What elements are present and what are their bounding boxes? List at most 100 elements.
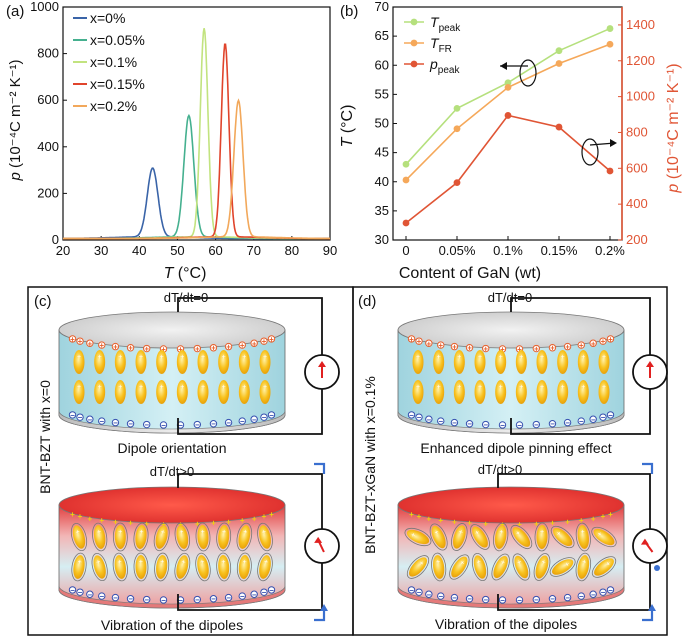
dipole: +: [112, 552, 128, 582]
charge-symbol: −: [417, 413, 422, 422]
charge-symbol: +: [128, 344, 133, 353]
charge-ring: [515, 421, 524, 429]
data-point: [402, 160, 410, 168]
dipole: +: [156, 350, 168, 374]
dipole: +: [135, 380, 147, 404]
dipole: +: [112, 522, 128, 552]
dipole-plus: +: [561, 354, 565, 361]
charge-symbol: +: [99, 341, 104, 350]
dipole: +: [433, 350, 445, 374]
dipole-body: [176, 555, 189, 579]
panel-d-frame: [352, 286, 668, 636]
charge-symbol: −: [591, 590, 596, 599]
dipole-shadow: [112, 552, 128, 582]
charge-ring: [548, 420, 557, 428]
legend-label: TFR: [430, 35, 452, 55]
dipole-body: [259, 525, 271, 549]
charge-ring: [98, 417, 106, 425]
charge-symbol: +: [252, 339, 257, 348]
dipole-shadow: [534, 522, 550, 552]
dipole-body: [431, 525, 446, 549]
dipole-plus: +: [581, 384, 585, 391]
panel-b-xlabel: Content of GaN (wt): [399, 265, 541, 282]
dipole-plus: +: [242, 384, 246, 391]
charge-ring: [415, 413, 423, 421]
dipole: +: [515, 350, 527, 374]
dipole-body: [218, 555, 230, 579]
charge-symbol: −: [591, 415, 596, 424]
charge-symbol: −: [269, 411, 274, 420]
dipole-shadow: [491, 553, 510, 581]
charge-symbol: +: [565, 518, 570, 527]
dipole-plus: +: [562, 561, 570, 568]
charge-symbol: −: [565, 419, 570, 428]
dipole-body: [412, 380, 424, 404]
dipole-body: [495, 380, 507, 404]
charge-symbol: +: [240, 341, 245, 350]
dipole: +: [406, 555, 430, 579]
dipole-shadow: [406, 555, 430, 579]
dipole-body: [156, 350, 168, 374]
charge-ring: [68, 335, 77, 343]
dipole: +: [257, 552, 273, 582]
y-right-tick-label: 200: [626, 232, 648, 247]
panel-d-side-label: BNT-BZT-xGaN with x=0.1%: [362, 376, 378, 554]
right-axis-arrow-head: [610, 139, 617, 147]
charge-ring: [250, 590, 258, 598]
charge-symbol: +: [500, 345, 505, 354]
dipole-plus: +: [98, 384, 102, 391]
charge-ring: [193, 595, 202, 604]
charge-ring: [267, 335, 276, 343]
charge-symbol: −: [161, 596, 166, 605]
legend-marker: [410, 39, 418, 47]
charge-symbol: −: [550, 420, 555, 429]
charge-ring: [577, 341, 585, 349]
charge-symbol: −: [178, 596, 183, 605]
dipole-body: [259, 380, 271, 404]
charge-symbol: +: [601, 512, 606, 521]
dipole-body: [473, 555, 487, 579]
y-left-tick-label: 45: [375, 145, 389, 160]
legend-label: x=0.05%: [90, 32, 145, 48]
panel-b-ylabel-right: p (10⁻⁴C m⁻² K⁻¹): [665, 63, 682, 193]
dipole-body: [557, 350, 569, 374]
charge-ring: [450, 342, 459, 351]
legend-label: x=0.1%: [90, 54, 137, 70]
y-tick-label: 400: [37, 139, 59, 154]
dipole-shadow: [550, 525, 575, 549]
data-point: [402, 219, 410, 227]
dipole-body: [176, 350, 188, 374]
charge-symbol: −: [88, 590, 93, 599]
dipole: +: [575, 522, 591, 552]
dipole-plus: +: [75, 529, 81, 537]
dipole: +: [495, 380, 507, 404]
dipole-body: [197, 350, 209, 374]
dipole: +: [114, 380, 126, 404]
dipole-plus: +: [96, 559, 102, 567]
charge-ring: [481, 420, 490, 429]
charge-ring: [111, 342, 120, 351]
dipole-shadow: [591, 526, 617, 548]
charge-ring: [425, 339, 433, 347]
charge-ring: [159, 421, 168, 429]
d-bottom-current-arrow-top: [642, 462, 654, 474]
dipole: +: [73, 380, 85, 404]
charge-symbol: −: [252, 590, 257, 599]
charge-symbol: +: [144, 345, 149, 354]
dipole-body: [135, 380, 147, 404]
dipole: +: [135, 350, 147, 374]
charge-ring: [415, 588, 423, 596]
charge-symbol: +: [409, 510, 414, 519]
data-point: [606, 40, 614, 48]
dipole-shadow: [71, 552, 87, 582]
charge-symbol: +: [565, 343, 570, 352]
dipole-body: [406, 529, 430, 545]
dipole-body: [412, 350, 424, 374]
charge-ring: [437, 592, 445, 600]
dipole: +: [557, 350, 569, 374]
panel-c-side-label: BNT-BZT with x=0: [37, 380, 53, 494]
data-point: [453, 179, 461, 187]
charge-ring: [548, 344, 557, 352]
charge-symbol: −: [211, 595, 216, 604]
charge-ring: [142, 344, 151, 353]
